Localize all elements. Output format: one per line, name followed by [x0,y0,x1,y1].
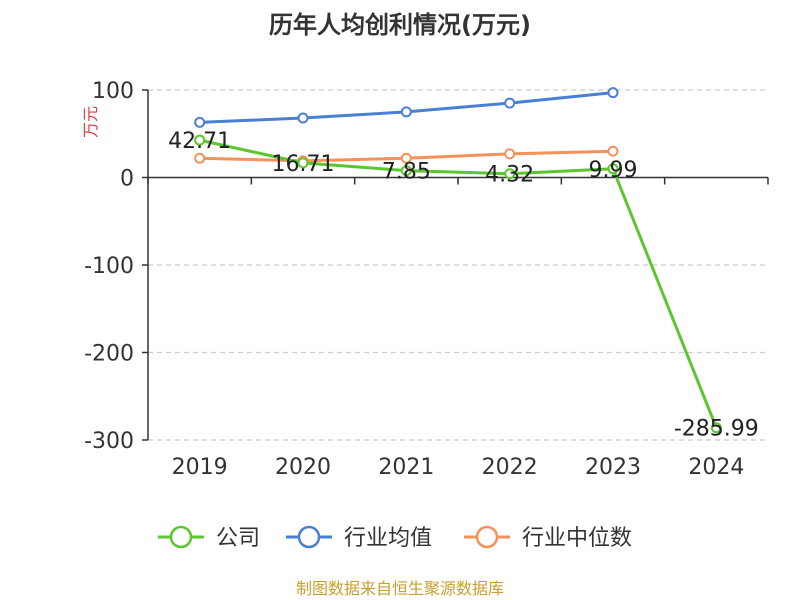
legend-label-2: 行业中位数 [522,526,632,551]
x-tick-label-2023: 2023 [585,455,641,480]
chart-title: 历年人均创利情况(万元) [269,11,531,39]
y-tick-label: -200 [84,342,134,367]
data-point [400,165,412,177]
x-tick-label-2024: 2024 [688,455,744,480]
y-tick-label: -300 [84,429,134,454]
data-point [400,106,412,118]
legend-label-1: 行业均值 [344,526,432,551]
data-point [710,422,722,434]
data-point [400,152,412,164]
data-label: 16.71 [272,152,335,177]
legend-marker-1 [297,525,321,549]
data-point [607,87,619,99]
source-text: 制图数据来自恒生聚源数据库 [296,579,504,598]
data-point [194,134,206,146]
legend: 公司 行业均值 行业中位数 [158,525,632,551]
data-point [607,145,619,157]
y-tick-label: -100 [84,254,134,279]
data-label: -285.99 [674,417,759,442]
data-labels: 42.71 16.71 7.85 4.32 9.99 -285.99 [168,129,759,442]
y-tick-label: 100 [92,79,134,104]
data-label: 4.32 [485,163,534,188]
legend-marker-2 [475,525,499,549]
y-axis-label: 万元 [81,106,100,138]
x-tick-label-2022: 2022 [482,455,538,480]
data-label: 9.99 [589,158,638,183]
data-point [607,163,619,175]
x-tick-label-2020: 2020 [275,455,331,480]
x-tick-label-2021: 2021 [378,455,434,480]
series-layer [194,87,722,434]
y-tick-label: 0 [120,167,134,192]
gridlines [148,89,768,441]
data-label: 7.85 [382,160,431,185]
data-point [194,116,206,128]
series-line-0 [199,138,718,429]
axes [142,89,769,441]
legend-label-0: 公司 [216,526,260,551]
legend-marker-0 [169,525,193,549]
data-point [504,148,516,160]
data-point [297,157,309,169]
x-tick-labels: 2019 2020 2021 2022 2023 2024 [172,455,745,480]
data-label: 42.71 [168,129,231,154]
data-point [504,97,516,109]
data-point [194,152,206,164]
data-point [297,112,309,124]
data-point [504,168,516,180]
x-tick-label-2019: 2019 [172,455,228,480]
y-tick-labels: 100 0 -100 -200 -300 [84,79,134,454]
